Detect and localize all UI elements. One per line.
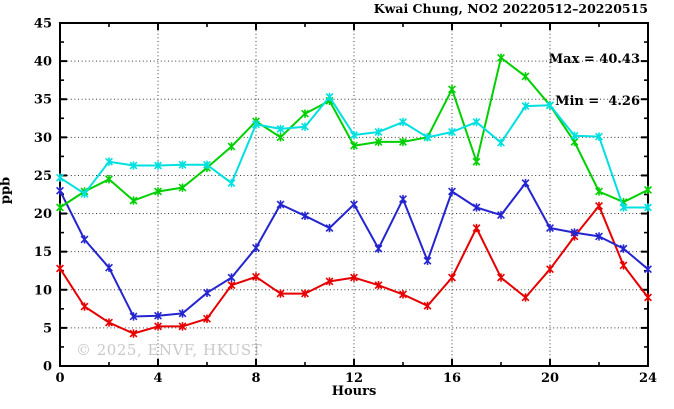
x-tick-label: 20 bbox=[541, 371, 559, 386]
x-tick-label: 8 bbox=[251, 371, 260, 386]
stats-box: Max = 40.43 Min = 4.26 bbox=[549, 25, 640, 137]
x-tick-label: 12 bbox=[345, 371, 363, 386]
y-tick-label: 35 bbox=[34, 93, 52, 108]
y-tick-label: 0 bbox=[43, 360, 52, 375]
y-axis-label: ppb bbox=[0, 176, 14, 205]
y-tick-label: 5 bbox=[43, 321, 52, 336]
min-value-label: Min = 4.26 bbox=[555, 94, 640, 109]
series-markers-red bbox=[56, 201, 652, 338]
y-tick-label: 30 bbox=[34, 131, 52, 146]
x-tick-label: 16 bbox=[443, 371, 461, 386]
y-tick-label: 10 bbox=[34, 283, 52, 298]
x-axis-label: Hours bbox=[331, 384, 377, 399]
watermark: © 2025, ENVF, HKUST bbox=[76, 341, 263, 359]
x-tick-label: 4 bbox=[153, 371, 162, 386]
y-tick-label: 25 bbox=[34, 169, 52, 184]
chart-title: Kwai Chung, NO2 20220512–20220515 bbox=[373, 1, 648, 16]
max-value-label: Max = 40.43 bbox=[548, 52, 640, 67]
y-tick-label: 20 bbox=[34, 207, 52, 222]
series-markers-blue bbox=[56, 178, 652, 321]
y-tick-label: 15 bbox=[34, 245, 52, 260]
y-tick-label: 40 bbox=[34, 55, 52, 70]
x-tick-label: 24 bbox=[639, 371, 657, 386]
x-tick-label: 0 bbox=[55, 371, 64, 386]
series-markers-cyan bbox=[56, 92, 652, 212]
y-tick-label: 45 bbox=[34, 17, 52, 32]
